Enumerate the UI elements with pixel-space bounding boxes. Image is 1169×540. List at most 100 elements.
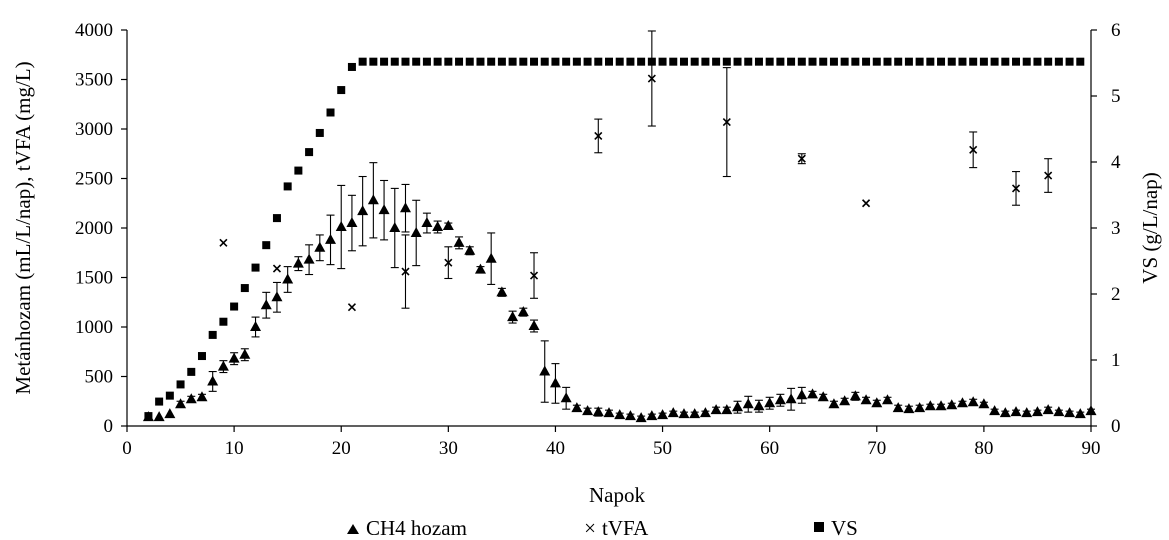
ch4-point — [903, 403, 915, 414]
vs-point — [883, 57, 892, 66]
vs-point — [1065, 57, 1074, 66]
ch4-point — [410, 226, 422, 237]
ch4-point — [474, 263, 486, 274]
vs-point — [390, 57, 399, 66]
ch4-point — [1042, 404, 1054, 415]
ch4-point — [271, 291, 283, 302]
vs-point — [690, 57, 699, 66]
ch4-point — [432, 221, 444, 232]
ch4-point — [678, 408, 690, 419]
vs-point — [583, 57, 592, 66]
ch4-point — [1053, 406, 1065, 417]
tvfa-cross-stroke — [594, 131, 603, 140]
ch4-point — [399, 202, 411, 213]
tvfa-point — [347, 303, 356, 312]
vs-point — [155, 397, 164, 406]
tvfa-cross-stroke — [722, 118, 731, 127]
ch4-point — [989, 405, 1001, 416]
tvfa-cross-stroke — [401, 267, 410, 276]
tvfa-point — [594, 131, 603, 140]
x-axis-title: Napok — [589, 483, 645, 507]
vs-point — [165, 391, 174, 400]
legend-item-ch4: CH4 hozam — [347, 516, 467, 540]
vs-point — [283, 182, 292, 191]
ch4-point — [164, 408, 176, 419]
vs-point — [230, 302, 239, 311]
vs-point — [1012, 57, 1021, 66]
tvfa-cross-stroke — [444, 258, 453, 267]
vs-point — [904, 57, 913, 66]
ch4-point — [367, 194, 379, 205]
legend-item-tvfa: × tVFA — [584, 516, 649, 540]
vs-point — [637, 57, 646, 66]
vs-point — [337, 86, 346, 95]
vs-point — [862, 57, 871, 66]
y-right-tick-label: 6 — [1111, 20, 1121, 41]
vs-point — [187, 367, 196, 376]
ch4-point — [325, 233, 337, 244]
ch4-point — [839, 395, 851, 406]
y-right-tick-label: 4 — [1111, 152, 1121, 173]
vs-point — [444, 57, 453, 66]
ch4-point — [614, 409, 626, 420]
tvfa-cross-stroke — [1044, 171, 1053, 180]
vs-point — [765, 57, 774, 66]
legend-ch4-marker — [347, 524, 359, 534]
vs-point — [1054, 57, 1063, 66]
tvfa-cross-stroke — [219, 238, 228, 247]
vs-point — [787, 57, 796, 66]
y-right-tick-label: 2 — [1111, 284, 1121, 305]
legend: CH4 hozam × tVFA VS — [347, 516, 858, 540]
legend-label-vs: VS — [831, 516, 858, 540]
vs-point — [840, 57, 849, 66]
tvfa-point — [722, 118, 731, 127]
y-left-tick-label: 500 — [85, 367, 114, 388]
ch4-point — [689, 408, 701, 419]
legend-vs-marker — [814, 522, 824, 532]
ch4-point — [764, 397, 776, 408]
tvfa-point — [969, 145, 978, 154]
x-tick-label: 80 — [974, 438, 993, 459]
ch4-point — [507, 311, 519, 322]
vs-point — [401, 57, 410, 66]
vs-point — [926, 57, 935, 66]
ch4-point — [582, 405, 594, 416]
y-axis-left-title: Metánhozam (mL/L/nap), tVFA (mg/L) — [11, 61, 35, 394]
ch4-point — [924, 400, 936, 411]
vs-point — [465, 57, 474, 66]
vs-point — [744, 57, 753, 66]
tvfa-point — [862, 199, 871, 208]
ch4-point — [999, 407, 1011, 418]
ch4-point — [228, 352, 240, 363]
y-axis-right-title: VS (g/L/nap) — [1138, 172, 1162, 283]
ch4-point — [849, 390, 861, 401]
vs-point — [272, 214, 281, 223]
vs-point — [658, 57, 667, 66]
vs-point — [487, 57, 496, 66]
ch4-point — [464, 244, 476, 255]
vs-point — [1001, 57, 1010, 66]
ch4-point — [892, 402, 904, 413]
vs-point — [1076, 57, 1085, 66]
legend-tvfa-marker: × — [584, 516, 596, 540]
ch4-point — [571, 402, 583, 413]
vs-point — [326, 108, 335, 117]
vs-point — [819, 57, 828, 66]
vs-point — [369, 57, 378, 66]
ch4-point — [196, 391, 208, 402]
vs-point — [797, 57, 806, 66]
ch4-point — [742, 398, 754, 409]
vs-point — [412, 57, 421, 66]
ch4-point — [721, 404, 733, 415]
y-left-tick-label: 1000 — [75, 317, 113, 338]
y-left-tick-label: 2500 — [75, 169, 113, 190]
ch4-point — [239, 348, 251, 359]
ch4-point — [807, 388, 819, 399]
x-tick-label: 70 — [867, 438, 886, 459]
vs-point — [197, 352, 206, 361]
vs-point — [733, 57, 742, 66]
ch4-point — [1010, 406, 1022, 417]
vs-point — [776, 57, 785, 66]
vs-point — [551, 57, 560, 66]
ch4-point — [699, 407, 711, 418]
